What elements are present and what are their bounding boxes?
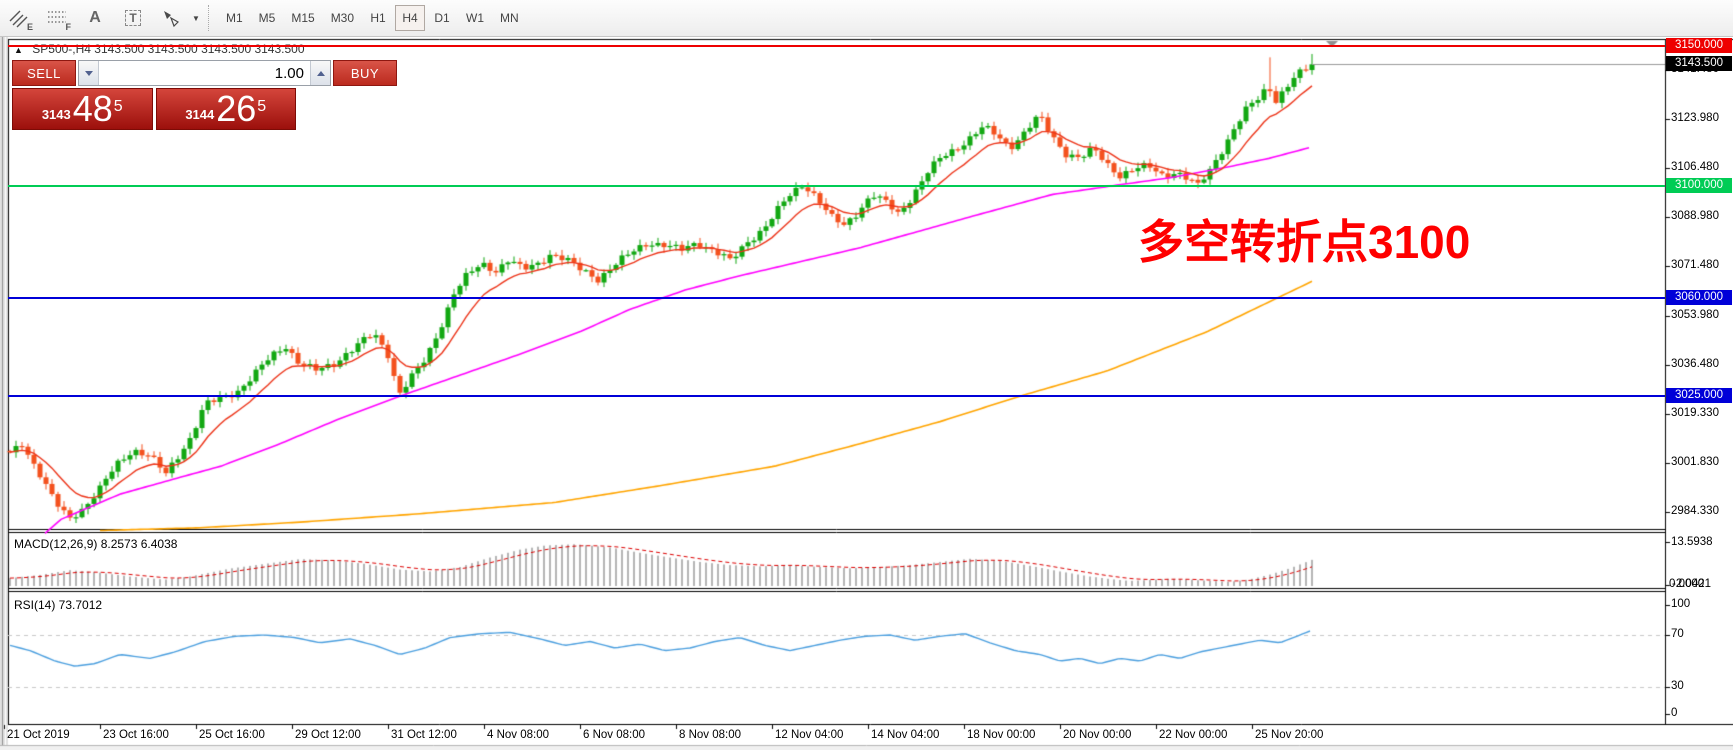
macd-axis-min-label2: -2.0421: [1672, 578, 1712, 590]
equidistant-channel-tool-button[interactable]: E: [1, 2, 37, 34]
sell-price-prefix: 3143: [41, 107, 71, 123]
timeframe-m5[interactable]: M5: [252, 5, 283, 31]
volume-input[interactable]: [99, 61, 310, 85]
buy-price-box[interactable]: 3144 26 5: [155, 87, 296, 130]
horizontal-line-3100.000[interactable]: [8, 185, 1665, 187]
arrows-icon: [164, 11, 179, 28]
triangle-up-icon: [316, 70, 325, 76]
price-axis-label: 3036.480: [1671, 358, 1719, 370]
time-axis-label: 25 Oct 16:00: [199, 729, 265, 741]
trade-panel-header: SELL BUY: [12, 60, 397, 86]
rsi-axis-label: 0: [1671, 707, 1678, 719]
time-axis-label: 12 Nov 04:00: [775, 729, 844, 741]
buy-button[interactable]: BUY: [333, 60, 397, 86]
rsi-axis-label: 100: [1671, 598, 1691, 610]
price-axis-label: 3123.980: [1671, 112, 1719, 124]
horizontal-line-3025.000[interactable]: [8, 395, 1665, 397]
tool-glyph: E: [26, 22, 33, 32]
time-axis-label: 29 Oct 12:00: [295, 729, 361, 741]
arrows-tool-button[interactable]: [153, 2, 189, 34]
horizontal-line-3060.000[interactable]: [8, 297, 1665, 299]
time-axis-label: 14 Nov 04:00: [871, 729, 940, 741]
price-axis[interactable]: 3141.4803123.9803106.4803088.9803071.480…: [1665, 39, 1733, 725]
time-axis-label: 18 Nov 00:00: [967, 729, 1036, 741]
toolbar-separator: [208, 5, 210, 31]
time-axis-label: 8 Nov 08:00: [679, 729, 742, 741]
tool-glyph: F: [65, 22, 72, 32]
equidistant-channel-icon: [9, 10, 28, 28]
pane-separator-macd[interactable]: [8, 528, 1665, 533]
sell-price-big: 48: [72, 87, 113, 129]
time-axis-label: 20 Nov 00:00: [1063, 729, 1132, 741]
macd-indicator-label: MACD(12,26,9) 8.2573 6.4038: [14, 537, 178, 551]
price-axis-label: 3088.980: [1671, 210, 1719, 222]
rsi-axis-label: 30: [1671, 680, 1684, 692]
timeframe-m1[interactable]: M1: [219, 5, 250, 31]
horizontal-line-3150.000[interactable]: [8, 45, 1665, 47]
sell-price-box[interactable]: 3143 48 5: [12, 88, 153, 130]
price-level-badge: 3100.000: [1666, 178, 1732, 193]
volume-decrease-button[interactable]: [79, 61, 99, 85]
buy-price-sup: 5: [257, 97, 267, 115]
rsi-axis-label: 70: [1671, 628, 1684, 640]
price-axis-label: 3071.480: [1671, 259, 1719, 271]
current-price-badge: 3143.500: [1666, 56, 1732, 71]
time-axis-label: 21 Oct 2019: [7, 729, 70, 741]
time-axis-label: 31 Oct 12:00: [391, 729, 457, 741]
timeframe-h4[interactable]: H4: [395, 5, 426, 31]
time-axis-label: 22 Nov 00:00: [1159, 729, 1228, 741]
arrows-tool-dropdown[interactable]: ▼: [190, 3, 202, 33]
pane-separator-rsi[interactable]: [8, 587, 1665, 592]
buy-price-big: 26: [216, 87, 257, 129]
timeframe-m30[interactable]: M30: [324, 5, 361, 31]
timeframe-w1[interactable]: W1: [459, 5, 491, 31]
one-click-trading-panel: SELL BUY 3143 48 5 3144 26 5: [12, 60, 397, 130]
time-axis-label: 23 Oct 16:00: [103, 729, 169, 741]
macd-axis-min-label: 0.0000: [1669, 578, 1705, 590]
time-axis-label: 4 Nov 08:00: [487, 729, 550, 741]
price-axis-label: 3019.330: [1671, 407, 1719, 419]
time-axis-label: 25 Nov 20:00: [1255, 729, 1324, 741]
timeframe-mn[interactable]: MN: [493, 5, 526, 31]
timeframe-m15[interactable]: M15: [284, 5, 321, 31]
buy-price-prefix: 3144: [185, 107, 215, 123]
price-axis-label: 3053.980: [1671, 309, 1719, 321]
price-axis-label: 3001.830: [1671, 456, 1719, 468]
volume-increase-button[interactable]: [310, 61, 330, 85]
text-label-tool-button[interactable]: T: [115, 2, 151, 34]
sell-price-sup: 5: [113, 97, 123, 115]
price-level-badge: 3025.000: [1666, 388, 1732, 403]
text-tool-icon: A: [89, 9, 101, 26]
fibonacci-icon: [48, 11, 66, 23]
timeframe-h1[interactable]: H1: [363, 5, 393, 31]
trade-panel-prices: 3143 48 5 3144 26 5: [12, 88, 296, 130]
toolbar: E F A T ▼ M1 M5 M15 M30 H1 H4 D1 W1 MN: [0, 0, 1733, 37]
price-level-badge: 3060.000: [1666, 290, 1732, 305]
timeframe-buttons: M1 M5 M15 M30 H1 H4 D1 W1 MN: [218, 5, 527, 31]
text-label-icon: T: [125, 10, 141, 26]
text-tool-button[interactable]: A: [77, 2, 113, 34]
price-axis-label: 3106.480: [1671, 161, 1719, 173]
rsi-indicator-label: RSI(14) 73.7012: [14, 598, 103, 612]
chart-text-annotation[interactable]: 多空转折点3100: [1138, 216, 1471, 268]
time-axis-label: 6 Nov 08:00: [583, 729, 646, 741]
volume-spinner: [78, 60, 331, 86]
chevron-down-icon: ▼: [192, 13, 200, 23]
macd-axis-max-label: 13.5938: [1671, 536, 1713, 548]
sell-button[interactable]: SELL: [12, 60, 76, 86]
collapse-panel-arrow-icon[interactable]: ▲: [14, 45, 23, 55]
price-level-badge: 3150.000: [1666, 38, 1732, 53]
triangle-down-icon: [84, 70, 93, 76]
price-axis-label: 2984.330: [1671, 505, 1719, 517]
fibonacci-tool-button[interactable]: F: [39, 2, 75, 34]
timeframe-d1[interactable]: D1: [427, 5, 457, 31]
